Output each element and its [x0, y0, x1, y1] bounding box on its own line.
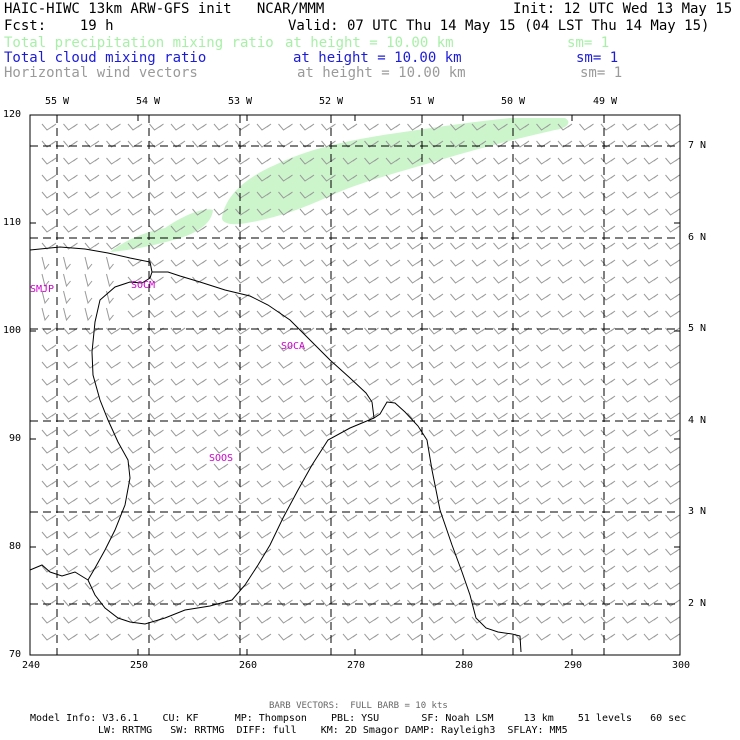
lat-label: 5 N	[688, 323, 707, 334]
lat-label: 2 N	[688, 598, 707, 609]
lon-label: 55 W	[45, 96, 70, 107]
lat-label: 7 N	[688, 140, 707, 151]
wind-barb-field	[41, 123, 680, 641]
x-tick-label: 240	[22, 660, 41, 671]
x-tick-label: 300	[672, 660, 691, 671]
init-time: Init: 12 UTC Wed 13 May 15	[513, 1, 733, 17]
y-tick-label: 120	[3, 109, 22, 120]
wind-barbs	[41, 123, 680, 641]
field-cloud-level: at height = 10.00 km	[293, 50, 462, 66]
y-tick-label: 70	[9, 649, 22, 660]
lat-label: 3 N	[688, 506, 707, 517]
valid-time: Valid: 07 UTC Thu 14 May 15 (04 LST Thu …	[288, 18, 710, 34]
x-tick-label: 250	[130, 660, 149, 671]
lon-label: 52 W	[319, 96, 344, 107]
y-tick-label: 100	[3, 325, 22, 336]
lon-label: 53 W	[228, 96, 253, 107]
region-label-soos: SOOS	[209, 453, 234, 464]
field-cloud-name: Total cloud mixing ratio	[4, 50, 207, 66]
field-wind-sm: sm= 1	[580, 65, 623, 81]
lat-label: 4 N	[688, 415, 707, 426]
x-tick-label: 270	[347, 660, 366, 671]
x-tick-label: 260	[239, 660, 258, 671]
field-precip-level: at height = 10.00 km	[285, 35, 454, 51]
lon-label: 50 W	[501, 96, 526, 107]
y-tick-label: 90	[9, 433, 22, 444]
forecast-hour: Fcst: 19 h	[4, 18, 114, 34]
map-title: HAIC-HIWC 13km ARW-GFS init NCAR/MMM	[4, 1, 325, 17]
model-info-line1: Model Info: V3.6.1 CU: KF MP: Thompson P…	[30, 713, 687, 724]
field-precip-name: Total precipitation mixing ratio	[4, 35, 274, 51]
region-label-smjp: SMJP	[30, 284, 55, 295]
region-label-soca: SOCA	[281, 341, 306, 352]
latlon-grid	[30, 115, 680, 655]
lon-label: 51 W	[410, 96, 435, 107]
field-precip-sm: sm= 1	[567, 35, 610, 51]
x-tick-label: 290	[564, 660, 583, 671]
axis-ticks	[29, 114, 681, 656]
field-wind-name: Horizontal wind vectors	[4, 65, 198, 81]
lon-label: 54 W	[136, 96, 161, 107]
y-tick-label: 110	[3, 217, 22, 228]
barb-note: BARB VECTORS: FULL BARB = 10 kts	[269, 701, 448, 711]
field-wind-level: at height = 10.00 km	[297, 65, 466, 81]
coastline	[29, 246, 522, 653]
lat-label: 6 N	[688, 232, 707, 243]
lon-label: 49 W	[593, 96, 618, 107]
precip-area	[110, 118, 569, 252]
y-tick-label: 80	[9, 541, 22, 552]
region-label-socm: SOCM	[131, 280, 156, 291]
model-info-line2: LW: RRTMG SW: RRTMG DIFF: full KM: 2D Sm…	[98, 725, 568, 736]
field-cloud-sm: sm= 1	[576, 50, 619, 66]
x-tick-label: 280	[455, 660, 474, 671]
